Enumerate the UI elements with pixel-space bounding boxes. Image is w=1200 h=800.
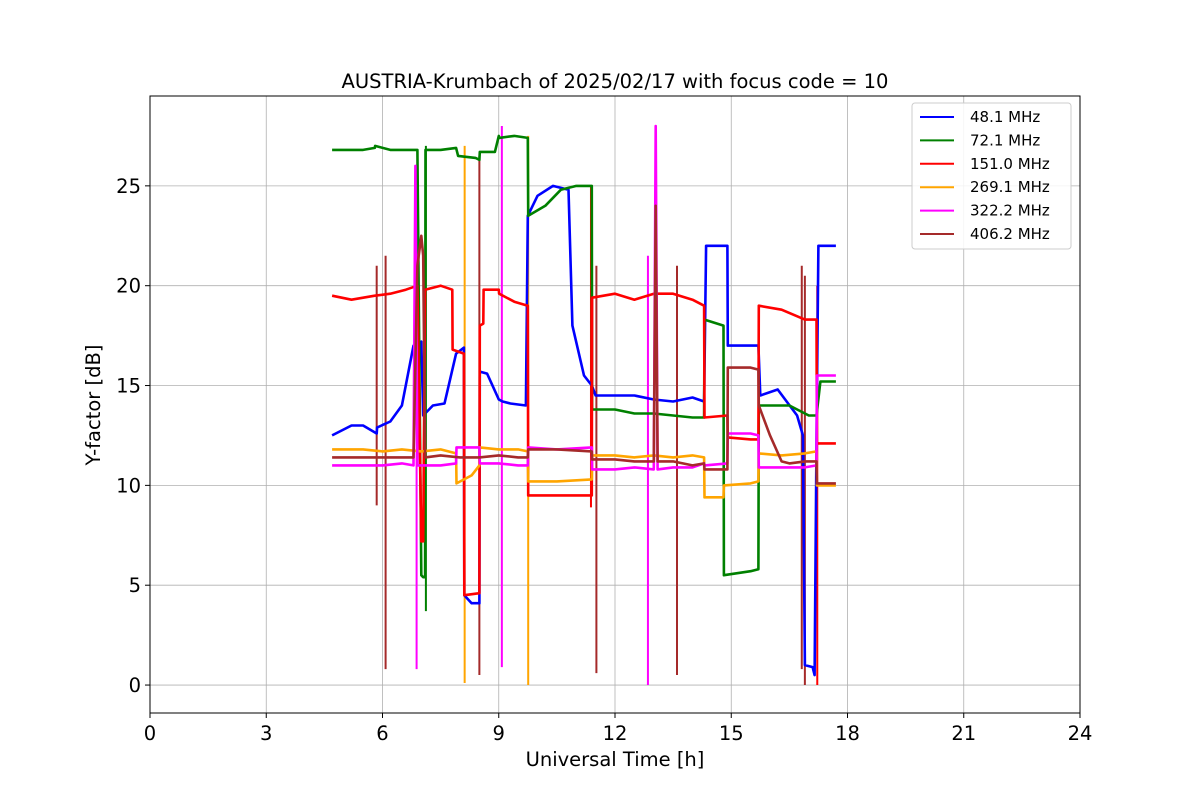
- x-tick-label: 0: [144, 722, 156, 745]
- y-tick-label: 0: [129, 674, 141, 697]
- legend-label: 322.2 MHz: [970, 202, 1050, 220]
- legend: 48.1 MHz 72.1 MHz 151.0 MHz 269.1 MHz 32…: [911, 102, 1072, 250]
- y-tick-label: 20: [116, 275, 141, 298]
- series-layer: [331, 124, 836, 677]
- x-tick-label: 24: [1068, 722, 1093, 745]
- x-tick-label: 18: [835, 722, 860, 745]
- x-tick-label: 3: [260, 722, 272, 745]
- spikes-layer: [375, 125, 819, 686]
- series-line-3: [332, 446, 836, 499]
- y-tick-label: 15: [116, 375, 141, 398]
- x-tick-label: 6: [376, 722, 388, 745]
- series-line-0: [331, 184, 836, 677]
- grid: [149, 96, 1081, 713]
- x-tick-label: 21: [951, 722, 976, 745]
- y-axis-label: Y-factor [dB]: [82, 345, 105, 467]
- x-tick-label: 15: [719, 722, 744, 745]
- series-line-1: [332, 134, 836, 579]
- y-tick-label: 5: [129, 574, 141, 597]
- series-line-5: [332, 204, 836, 485]
- ticks: 0 3 6 9 12 15 18 21 24 0 5 10 15 20 25: [116, 175, 1092, 745]
- legend-label: 269.1 MHz: [970, 178, 1050, 196]
- legend-label: 72.1 MHz: [970, 131, 1040, 149]
- legend-label: 48.1 MHz: [970, 108, 1040, 126]
- y-tick-label: 10: [116, 474, 141, 497]
- x-axis-label: Universal Time [h]: [526, 748, 705, 771]
- legend-label: 406.2 MHz: [970, 225, 1050, 243]
- series-line-2: [331, 284, 836, 597]
- series-line-4: [332, 124, 836, 471]
- chart-title: AUSTRIA-Krumbach of 2025/02/17 with focu…: [342, 70, 889, 93]
- x-tick-label: 12: [603, 722, 628, 745]
- x-tick-label: 9: [493, 722, 505, 745]
- y-tick-label: 25: [116, 175, 141, 198]
- legend-label: 151.0 MHz: [970, 155, 1050, 173]
